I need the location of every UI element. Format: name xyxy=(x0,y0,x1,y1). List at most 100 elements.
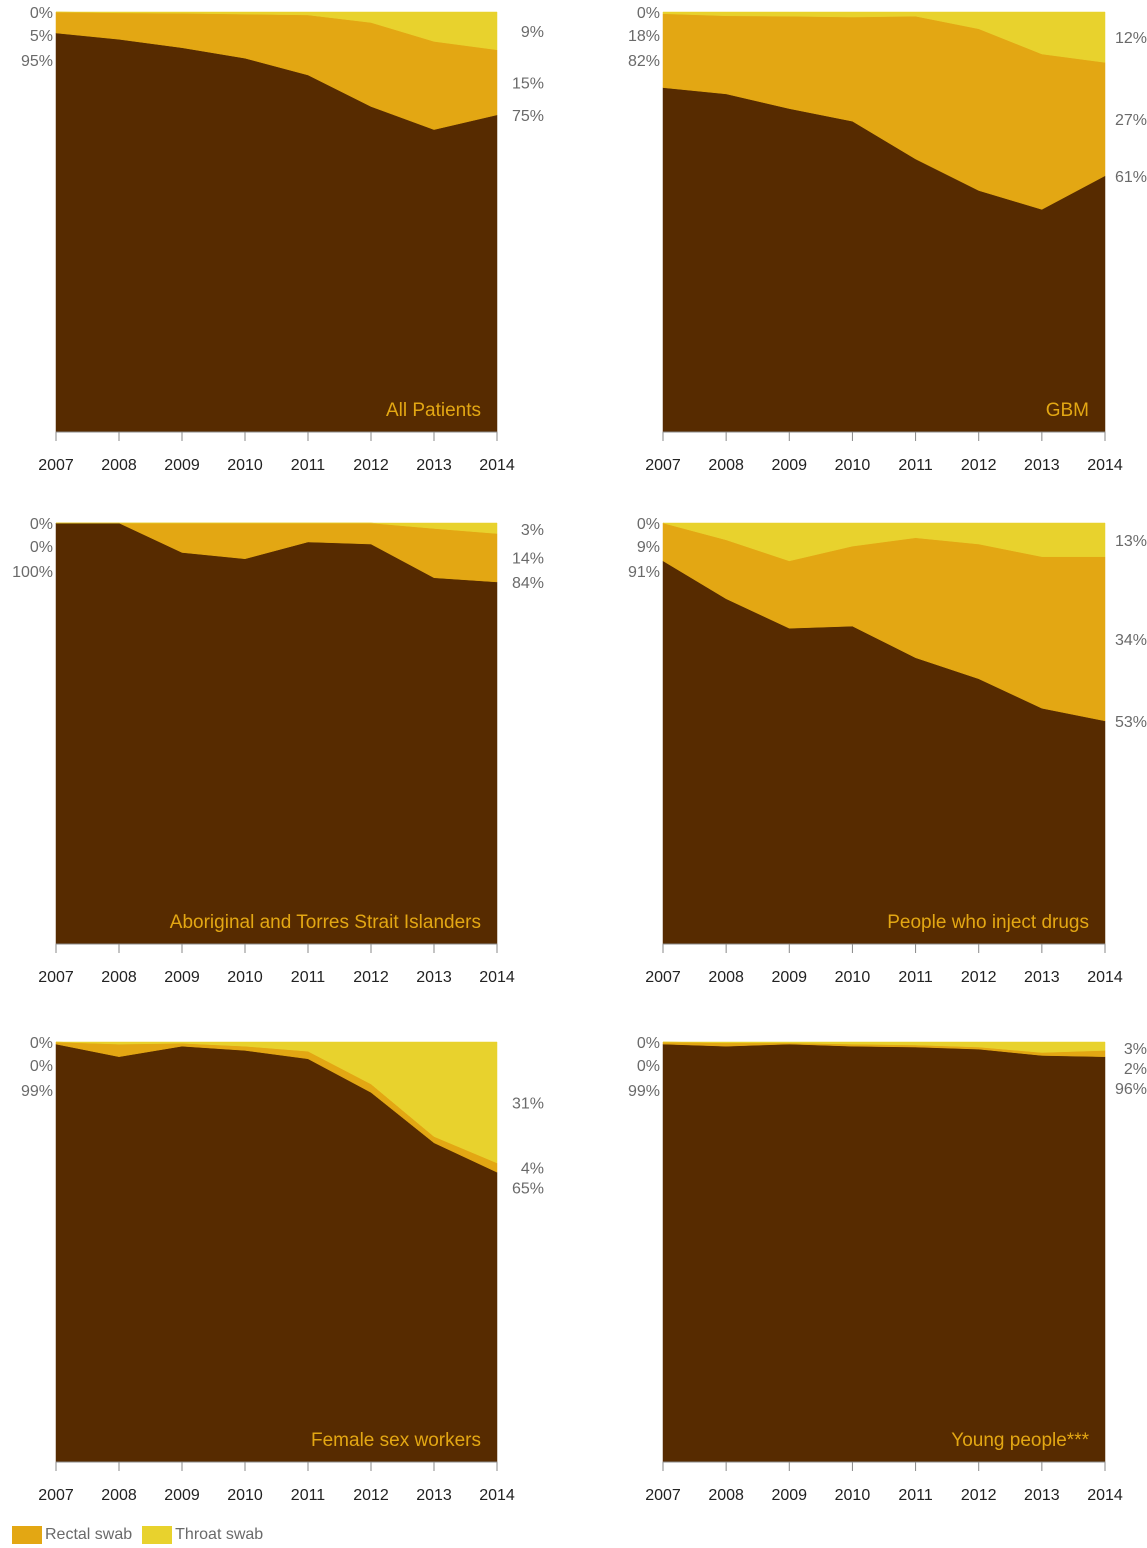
x-tick-label: 2008 xyxy=(101,457,137,474)
panel-1: 2007 2008 2009 2010 2011 2012 2013 2014 All Pati… xyxy=(21,5,544,474)
area-throat xyxy=(56,522,498,534)
start-value-label: 0% xyxy=(30,5,53,22)
area-throat xyxy=(662,522,1106,562)
start-value-label: 99% xyxy=(21,1083,53,1100)
x-tick-label: 2011 xyxy=(898,457,933,474)
start-value-label: 5% xyxy=(30,28,53,45)
start-value-label: 0% xyxy=(30,1035,53,1052)
end-value-label: 3% xyxy=(521,522,544,539)
x-tick-label: 2010 xyxy=(227,969,263,986)
panel-title: Aboriginal and Torres Strait Islanders xyxy=(170,912,481,933)
x-tick-label: 2013 xyxy=(416,969,452,986)
start-value-label: 95% xyxy=(21,53,53,70)
x-tick-label: 2014 xyxy=(479,457,515,474)
end-value-label: 53% xyxy=(1115,714,1147,731)
x-tick-label: 2011 xyxy=(898,1487,933,1504)
start-value-label: 0% xyxy=(30,1058,53,1075)
x-tick-label: 2010 xyxy=(835,969,871,986)
x-tick-label: 2012 xyxy=(961,1487,997,1504)
end-value-label: 12% xyxy=(1115,30,1147,47)
legend-swatch-throat xyxy=(142,1526,173,1544)
x-tick-label: 2008 xyxy=(101,969,137,986)
x-tick-label: 2013 xyxy=(416,457,452,474)
start-value-label: 0% xyxy=(637,5,660,22)
end-value-label: 65% xyxy=(512,1181,544,1198)
start-value-label: 0% xyxy=(637,1035,660,1052)
area-throat xyxy=(662,11,1106,63)
area-throat xyxy=(55,11,498,51)
x-tick-label: 2013 xyxy=(1024,457,1060,474)
x-tick-label: 2008 xyxy=(708,457,744,474)
x-tick-label: 2010 xyxy=(835,1487,871,1504)
start-value-label: 9% xyxy=(637,539,660,556)
end-value-label: 9% xyxy=(521,24,544,41)
x-tick-label: 2010 xyxy=(227,457,263,474)
x-tick-label: 2011 xyxy=(291,969,326,986)
x-tick-label: 2009 xyxy=(771,457,807,474)
start-value-label: 0% xyxy=(637,516,660,533)
end-value-label: 14% xyxy=(512,551,544,568)
x-tick-label: 2014 xyxy=(1087,969,1123,986)
x-tick-label: 2007 xyxy=(38,1487,74,1504)
area-other xyxy=(55,522,498,945)
end-value-label: 96% xyxy=(1115,1081,1147,1098)
x-tick-label: 2014 xyxy=(1087,457,1123,474)
end-value-label: 34% xyxy=(1115,632,1147,649)
panel-4: 2007 2008 2009 2010 2011 2012 2013 2014 People w… xyxy=(628,516,1147,986)
end-value-label: 4% xyxy=(521,1161,544,1178)
x-tick-label: 2009 xyxy=(771,1487,807,1504)
x-tick-label: 2010 xyxy=(227,1487,263,1504)
panel-3: 2007 2008 2009 2010 2011 2012 2013 2014 Aborigin… xyxy=(12,516,544,986)
end-value-label: 2% xyxy=(1124,1061,1147,1078)
start-value-label: 100% xyxy=(12,564,53,581)
panel-title: All Patients xyxy=(386,400,481,421)
start-value-label: 99% xyxy=(628,1083,660,1100)
end-value-label: 3% xyxy=(1124,1041,1147,1058)
area-other xyxy=(662,1043,1106,1463)
x-tick-label: 2013 xyxy=(416,1487,452,1504)
panel-5: 2007 2008 2009 2010 2011 2012 2013 2014 Female s… xyxy=(21,1035,544,1504)
x-tick-label: 2013 xyxy=(1024,969,1060,986)
start-value-label: 18% xyxy=(628,28,660,45)
x-tick-label: 2009 xyxy=(164,969,200,986)
x-tick-label: 2008 xyxy=(708,1487,744,1504)
end-value-label: 31% xyxy=(512,1095,544,1112)
x-tick-label: 2011 xyxy=(898,969,933,986)
start-value-label: 91% xyxy=(628,564,660,581)
x-tick-label: 2007 xyxy=(645,969,681,986)
area-throat xyxy=(662,1041,1106,1053)
x-tick-label: 2010 xyxy=(835,457,871,474)
x-tick-label: 2012 xyxy=(961,969,997,986)
x-tick-label: 2014 xyxy=(479,969,515,986)
panel-title: GBM xyxy=(1046,400,1089,421)
x-tick-label: 2011 xyxy=(291,457,326,474)
x-tick-label: 2009 xyxy=(164,1487,200,1504)
x-tick-label: 2012 xyxy=(961,457,997,474)
end-value-label: 27% xyxy=(1115,112,1147,129)
x-tick-label: 2012 xyxy=(353,457,389,474)
x-tick-label: 2009 xyxy=(164,457,200,474)
x-tick-label: 2012 xyxy=(353,1487,389,1504)
start-value-label: 0% xyxy=(30,539,53,556)
x-tick-label: 2014 xyxy=(1087,1487,1123,1504)
end-value-label: 13% xyxy=(1115,533,1147,550)
x-tick-label: 2013 xyxy=(1024,1487,1060,1504)
end-value-label: 61% xyxy=(1115,169,1147,186)
panel-title: Female sex workers xyxy=(311,1430,481,1451)
legend: Rectal swab Throat swab xyxy=(12,1524,263,1546)
end-value-label: 75% xyxy=(512,108,544,125)
panel-title: People who inject drugs xyxy=(887,912,1089,933)
x-tick-label: 2007 xyxy=(645,457,681,474)
legend-swatch-rectal xyxy=(12,1526,42,1544)
area-throat xyxy=(55,1041,498,1164)
legend-label-throat: Throat swab xyxy=(175,1526,264,1543)
x-tick-label: 2009 xyxy=(771,969,807,986)
start-value-label: 0% xyxy=(30,516,53,533)
end-value-label: 15% xyxy=(512,75,544,92)
x-tick-label: 2008 xyxy=(708,969,744,986)
panel-6: 2007 2008 2009 2010 2011 2012 2013 2014 Young pe… xyxy=(628,1035,1147,1504)
start-value-label: 82% xyxy=(628,53,660,70)
end-value-label: 84% xyxy=(512,575,544,592)
x-tick-label: 2008 xyxy=(101,1487,137,1504)
